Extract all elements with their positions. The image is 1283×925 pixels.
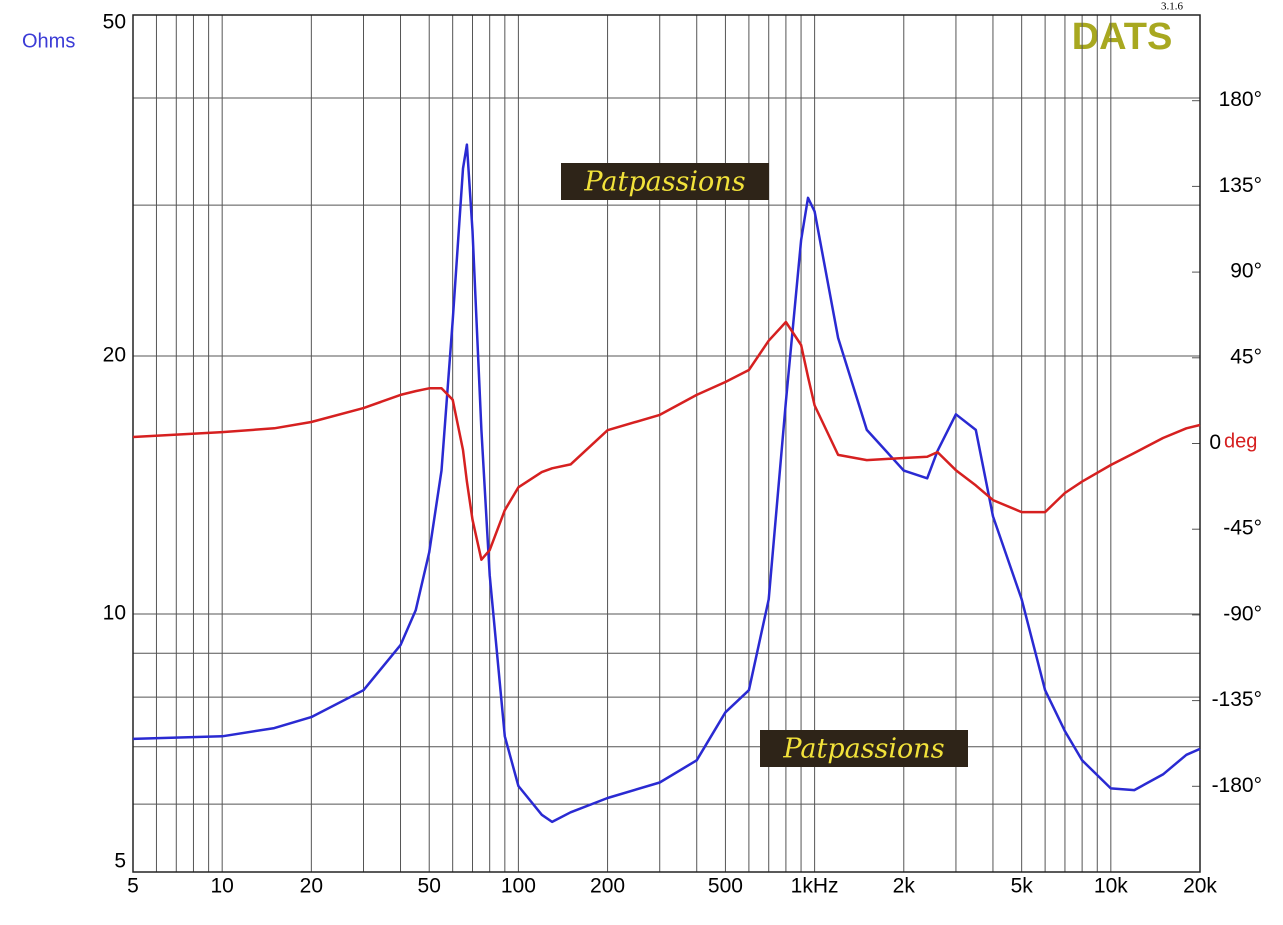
x-tick-label: 10k: [1094, 875, 1128, 898]
grid: [132, 14, 1201, 873]
x-tick-label: 50: [418, 875, 441, 898]
brand: DATS: [1072, 16, 1173, 58]
plot-frame: [132, 14, 1201, 873]
x-tick-label: 2k: [893, 875, 916, 898]
y-axis-label: Ohms: [22, 30, 75, 52]
y-tick-label: 5: [114, 850, 126, 873]
x-tick-label: 5k: [1011, 875, 1034, 898]
series-line: [132, 320, 1201, 561]
y2-tick-label: 90°: [1230, 260, 1262, 283]
y-tick-label: 10: [103, 602, 126, 625]
y2-tick-label: -135°: [1212, 688, 1262, 711]
y-tick-label: 20: [103, 344, 126, 367]
y2-tick-label: 180°: [1219, 88, 1262, 111]
x-tick-label: 10: [210, 875, 233, 898]
x-tick-label: 1kHz: [791, 875, 839, 898]
watermark: Patpassions: [782, 734, 944, 765]
x-tick-label: 20: [300, 875, 323, 898]
x-tick-label: 200: [590, 875, 625, 898]
version: 3.1.6: [1161, 1, 1184, 13]
x-tick-label: 5: [127, 875, 139, 898]
y2-tick-label: -45°: [1223, 517, 1262, 540]
x-tick-label: 100: [501, 875, 536, 898]
x-tick-label: 500: [708, 875, 743, 898]
y2-tick-label: 45°: [1230, 345, 1262, 368]
y2-tick-label: -180°: [1212, 774, 1262, 797]
y-tick-label: 50: [103, 11, 126, 34]
y2-axis-label: deg: [1224, 430, 1257, 452]
watermark-box: [561, 163, 769, 200]
watermark: Patpassions: [583, 167, 745, 198]
y2-tick-label: 0: [1209, 431, 1221, 454]
y2-tick-label: -90°: [1223, 602, 1262, 625]
y2-tick-label: 135°: [1219, 174, 1262, 197]
watermark-box: [760, 730, 968, 767]
x-tick-label: 20k: [1183, 875, 1217, 898]
series-line: [132, 143, 1201, 824]
